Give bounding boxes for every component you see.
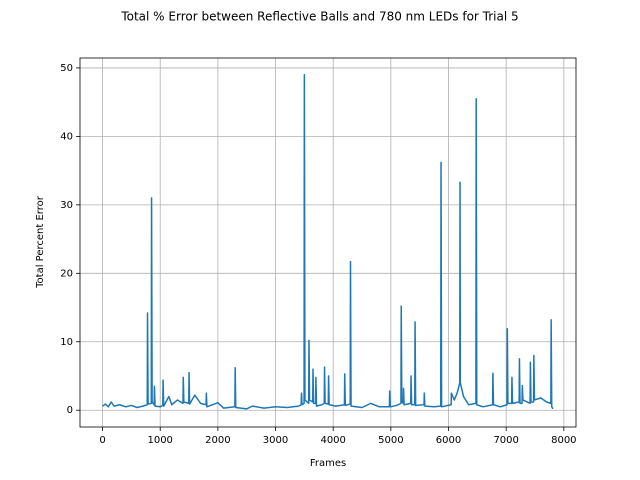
axes-frame [79,57,577,428]
y-tick-label: 0 [67,405,73,416]
x-tick-label: 4000 [320,435,345,446]
y-axis-label: Total Percent Error [35,195,46,289]
x-tick-label: 0 [99,435,105,446]
y-tick-label: 20 [60,268,73,279]
x-tick-label: 5000 [378,435,403,446]
x-tick-label: 6000 [436,435,461,446]
y-tick-label: 50 [60,63,73,74]
data-line [102,74,554,410]
y-tick-label: 30 [60,200,73,211]
x-tick-label: 3000 [263,435,288,446]
chart-title: Total % Error between Reflective Balls a… [120,10,518,24]
x-tick-label: 2000 [205,435,230,446]
x-tick-label: 8000 [551,435,576,446]
y-tick-label: 10 [60,337,73,348]
x-axis-label: Frames [310,458,346,469]
y-tick-label: 40 [60,131,73,142]
x-tick-label: 7000 [493,435,518,446]
x-tick-label: 1000 [147,435,172,446]
